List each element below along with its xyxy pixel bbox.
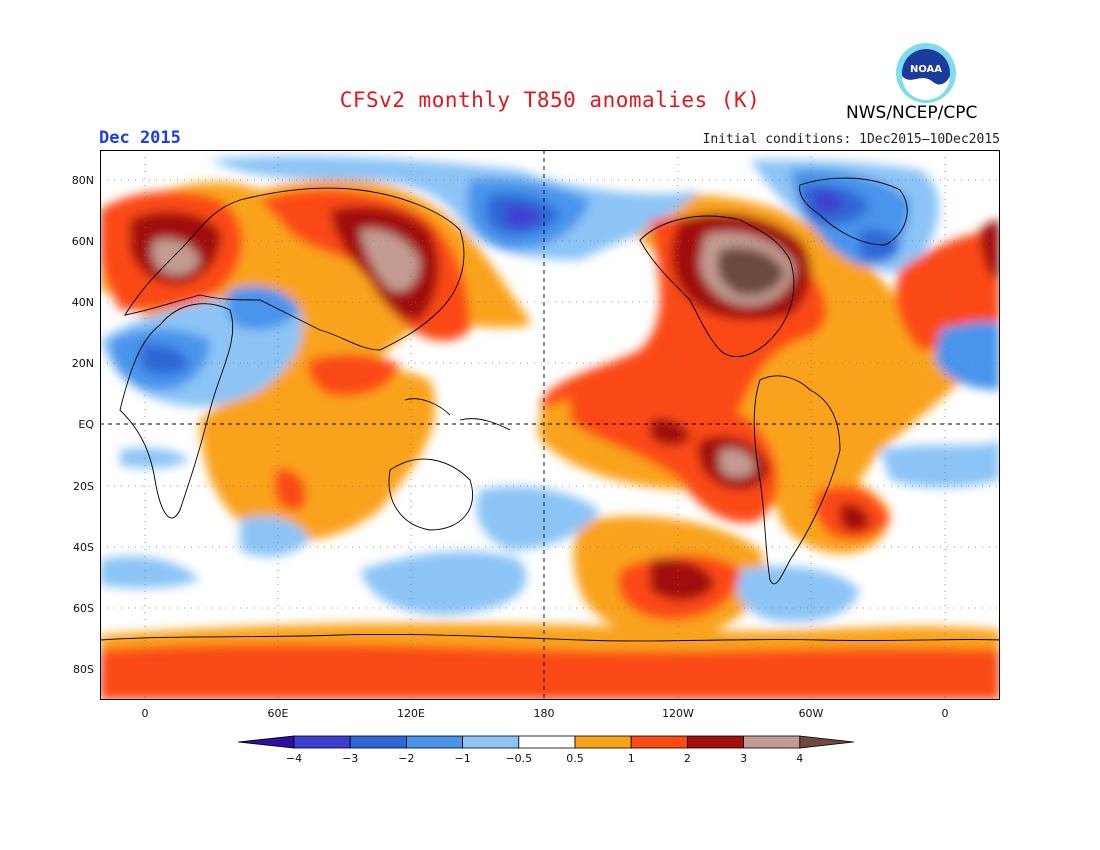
noaa-logo-icon: NOAA [896, 43, 956, 103]
lon-label: 120E [397, 707, 425, 720]
lat-label: 20S [73, 480, 94, 493]
legend-swatch [743, 735, 801, 749]
color-legend [238, 735, 854, 749]
legend-label: −0.5 [505, 752, 533, 765]
anomaly-field [100, 155, 1000, 700]
legend-label: 1 [627, 752, 635, 765]
lat-label: 20N [71, 357, 94, 370]
coastlines [100, 177, 1000, 642]
lat-label: 60S [73, 602, 94, 615]
initial-conditions: Initial conditions: 1Dec2015—10Dec2015 [702, 132, 1000, 147]
legend-swatch [518, 735, 576, 749]
logo-text: NOAA [910, 64, 942, 75]
reference-lines [100, 150, 1000, 700]
lat-label: 80S [73, 663, 94, 676]
lat-label: 60N [71, 235, 94, 248]
legend-swatch-min [238, 735, 295, 749]
legend-label: −1 [454, 752, 471, 765]
legend-swatch [405, 735, 463, 749]
legend-swatch [686, 735, 744, 749]
legend-label: 0.5 [566, 752, 584, 765]
lon-label: 0 [141, 707, 149, 720]
graticule [100, 150, 1000, 700]
lon-label: 180 [533, 707, 555, 720]
lat-label: EQ [78, 418, 94, 431]
legend-label: 2 [683, 752, 691, 765]
legend-swatch [462, 735, 520, 749]
lat-label: 40S [73, 541, 94, 554]
lat-label: 40N [71, 296, 94, 309]
anomaly-map [100, 150, 1000, 700]
legend-label: −2 [398, 752, 415, 765]
lon-label: 60E [267, 707, 289, 720]
legend-label: −3 [342, 752, 359, 765]
lon-label: 0 [941, 707, 949, 720]
legend-swatch [630, 735, 688, 749]
lat-label: 80N [71, 174, 94, 187]
legend-label: 4 [796, 752, 804, 765]
legend-swatch [349, 735, 407, 749]
forecast-period: Dec 2015 [99, 128, 181, 148]
lon-label: 120W [662, 707, 694, 720]
agency-label: NWS/NCEP/CPC [846, 103, 978, 123]
legend-label: 3 [740, 752, 748, 765]
legend-swatch [293, 735, 351, 749]
legend-label: −4 [285, 752, 303, 765]
map-title: CFSv2 monthly T850 anomalies (K) [339, 88, 761, 112]
legend-swatch [574, 735, 632, 749]
lon-label: 60W [798, 707, 824, 720]
legend-swatch-max [799, 735, 854, 749]
